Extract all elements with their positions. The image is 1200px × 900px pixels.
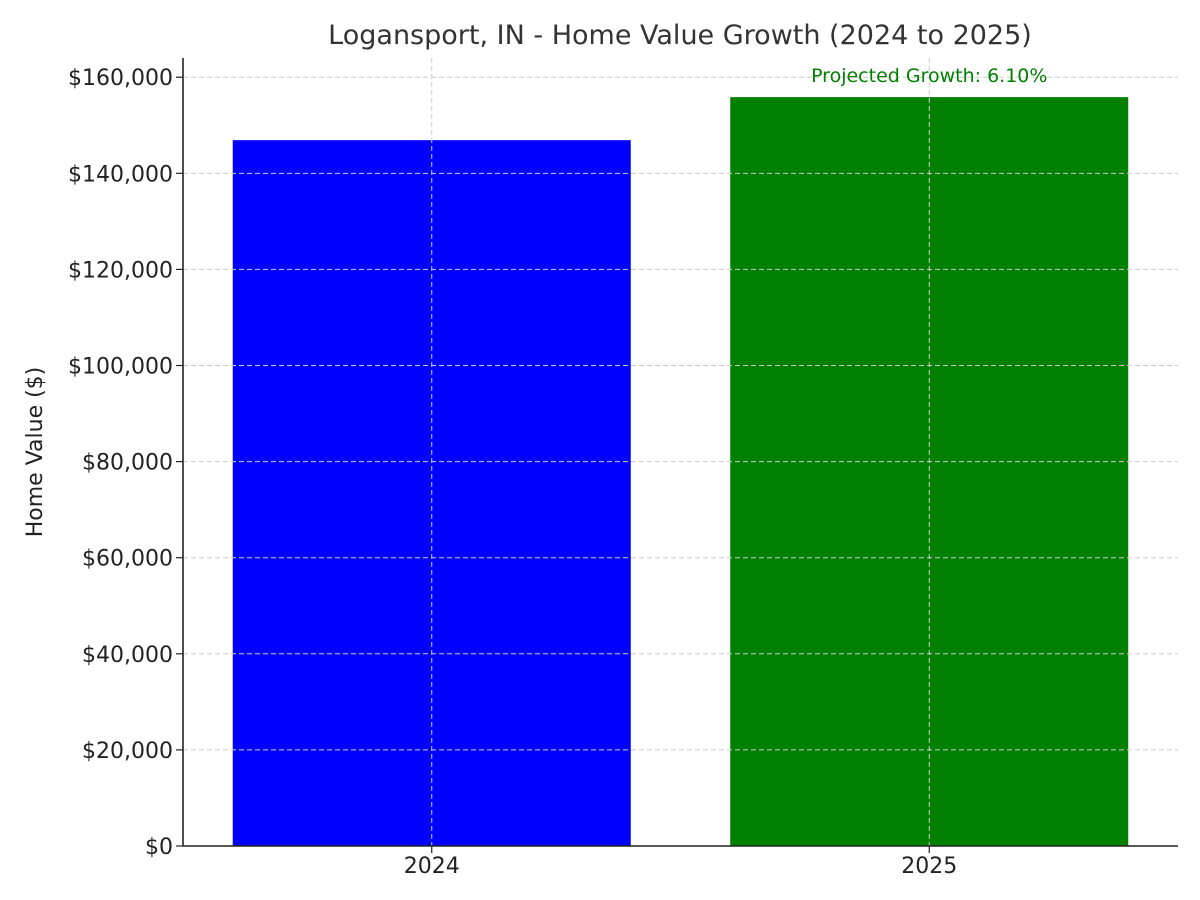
bar-layer <box>232 97 1129 847</box>
y-axis-label: Home Value ($) <box>23 367 48 538</box>
y-tick-label: $0 <box>145 835 173 860</box>
y-tick-label: $120,000 <box>68 258 173 283</box>
y-tick-label: $60,000 <box>82 547 173 572</box>
axis-layer: $0 $20,000 $40,000 $60,000 $80,000 $100,000 $1… <box>68 58 1178 879</box>
y-tick-label: $40,000 <box>82 643 173 668</box>
label-layer: Logansport, IN - Home Value Growth (2024… <box>23 20 1032 537</box>
y-tick-label: $140,000 <box>68 162 173 187</box>
y-tick-label: $20,000 <box>82 739 173 764</box>
y-tick-label: $80,000 <box>82 451 173 476</box>
x-tick-label: 2024 <box>404 854 460 879</box>
x-tick-label: 2025 <box>901 854 957 879</box>
chart-title: Logansport, IN - Home Value Growth (2024… <box>328 20 1032 51</box>
y-tick-label: $160,000 <box>68 66 173 91</box>
y-tick-label: $100,000 <box>68 355 173 380</box>
growth-annotation: Projected Growth: 6.10% <box>811 65 1047 87</box>
